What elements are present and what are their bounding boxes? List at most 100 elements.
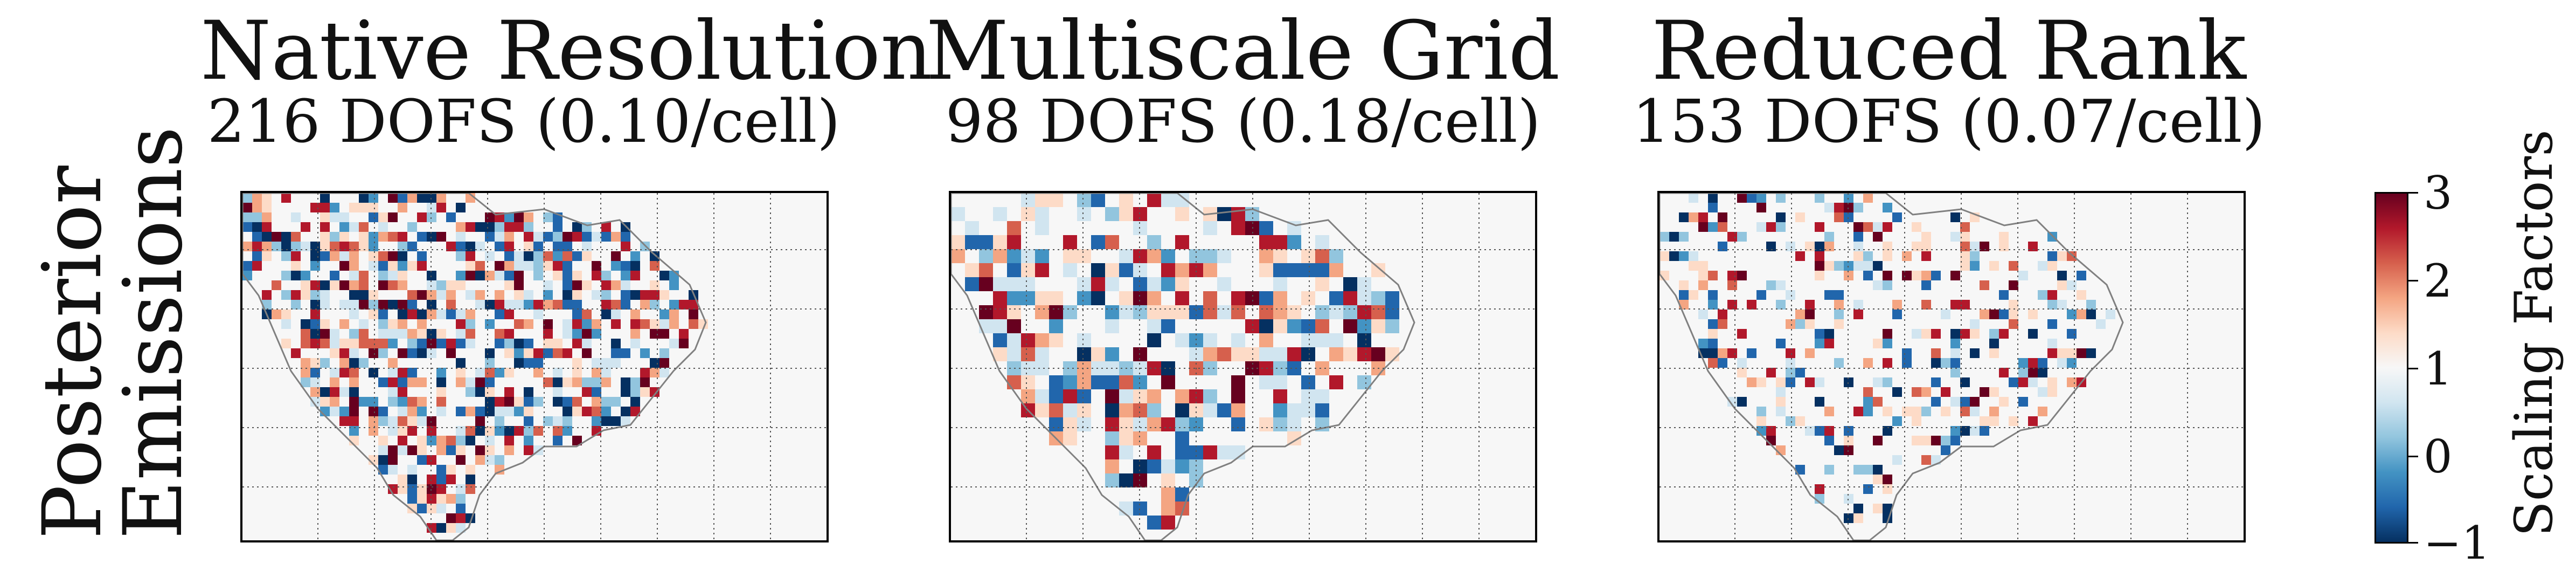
- grid-cell: [1091, 375, 1105, 389]
- grid-cell: [1786, 319, 1795, 329]
- grid-cell: [601, 222, 611, 232]
- grid-cell: [369, 290, 378, 300]
- grid-cell: [1970, 426, 1980, 436]
- grid-cell: [1105, 319, 1119, 333]
- grid-cell: [1203, 263, 1217, 277]
- grid-cell: [1883, 475, 1892, 484]
- grid-cell: [407, 368, 417, 377]
- grid-cell: [1063, 375, 1077, 389]
- grid-cell: [272, 280, 281, 290]
- grid-cell: [262, 193, 272, 203]
- grid-cell: [1737, 271, 1747, 280]
- grid-cell: [378, 426, 388, 436]
- grid-cell: [1035, 235, 1049, 249]
- grid-cell: [582, 261, 592, 271]
- grid-cell: [1161, 319, 1175, 333]
- grid-cell: [407, 300, 417, 310]
- grid-cell: [417, 407, 427, 416]
- grid-cell: [475, 232, 485, 242]
- grid-cell: [436, 455, 446, 465]
- grid-cell: [1737, 232, 1747, 242]
- grid-cell: [320, 212, 330, 222]
- grid-cell: [1245, 319, 1259, 333]
- grid-cell: [417, 436, 427, 445]
- grid-cell: [242, 222, 252, 232]
- grid-cell: [456, 358, 466, 368]
- grid-cell: [369, 368, 378, 377]
- grid-cell: [1747, 348, 1756, 358]
- grid-cell: [2067, 348, 2077, 358]
- row-label: Posterior Emissions: [22, 126, 200, 539]
- grid-cell: [310, 242, 320, 251]
- grid-cell: [1960, 426, 1970, 436]
- panel-subtitle-multiscale: 98 DOFS (0.18/cell): [945, 87, 1541, 156]
- grid-cell: [1161, 516, 1175, 530]
- grid-cell: [339, 280, 349, 290]
- grid-cell: [1077, 333, 1091, 347]
- grid-cell: [2057, 271, 2067, 280]
- grid-cell: [1999, 271, 2009, 280]
- grid-cell: [640, 339, 650, 348]
- grid-cell: [1077, 263, 1091, 277]
- grid-cell: [1259, 249, 1273, 263]
- grid-cell: [1147, 193, 1161, 207]
- grid-cell: [2028, 242, 2038, 251]
- grid-cell: [349, 387, 359, 397]
- grid-cell: [475, 416, 485, 426]
- grid-cell: [436, 416, 446, 426]
- grid-cell: [1708, 300, 1718, 310]
- grid-cell: [1708, 358, 1718, 368]
- grid-cell: [1091, 347, 1105, 361]
- grid-cell: [592, 368, 601, 377]
- grid-cell: [369, 310, 378, 319]
- grid-cell: [582, 397, 592, 407]
- grid-cell: [1217, 445, 1231, 459]
- grid-cell: [369, 348, 378, 358]
- grid-cell: [1679, 212, 1689, 222]
- grid-cell: [514, 368, 524, 377]
- grid-cell: [582, 377, 592, 387]
- grid-cell: [601, 290, 611, 300]
- grid-cell: [466, 319, 475, 329]
- grid-cell: [339, 416, 349, 426]
- grid-cell: [1217, 221, 1231, 235]
- grid-cell: [1077, 207, 1091, 221]
- grid-cell: [456, 251, 466, 261]
- grid-cell: [1786, 377, 1795, 387]
- grid-cell: [1021, 207, 1035, 221]
- grid-cell: [485, 436, 495, 445]
- grid-cell: [1147, 445, 1161, 459]
- grid-cell: [601, 232, 611, 242]
- map-multiscale-grid: [949, 191, 1537, 542]
- grid-cell: [1853, 465, 1863, 475]
- grid-cell: [1133, 389, 1147, 403]
- grid-cell: [330, 387, 339, 397]
- grid-cell: [679, 290, 689, 300]
- grid-cell: [2047, 290, 2057, 300]
- grid-cell: [1329, 249, 1343, 263]
- grid-cell: [349, 377, 359, 387]
- grid-cell: [378, 319, 388, 329]
- grid-cell: [1161, 417, 1175, 431]
- grid-cell: [301, 280, 310, 290]
- grid-cell: [1883, 251, 1892, 261]
- grid-cell: [640, 377, 650, 387]
- grid-cell: [1786, 387, 1795, 397]
- grid-cell: [291, 232, 301, 242]
- grid-cell: [1766, 271, 1776, 280]
- grid-cell: [553, 242, 563, 251]
- grid-cell: [378, 280, 388, 290]
- grid-cell: [1231, 291, 1245, 305]
- grid-cell: [339, 232, 349, 242]
- grid-cell: [2077, 310, 2086, 319]
- grid-cell: [1007, 305, 1021, 319]
- grid-cell: [572, 319, 582, 329]
- grid-cell: [291, 261, 301, 271]
- grid-cell: [1708, 329, 1718, 339]
- grid-cell: [1853, 310, 1863, 319]
- grid-cell: [369, 193, 378, 203]
- grid-cell: [378, 212, 388, 222]
- grid-cell: [1921, 436, 1931, 445]
- grid-cell: [485, 271, 495, 280]
- grid-cell: [1301, 291, 1315, 305]
